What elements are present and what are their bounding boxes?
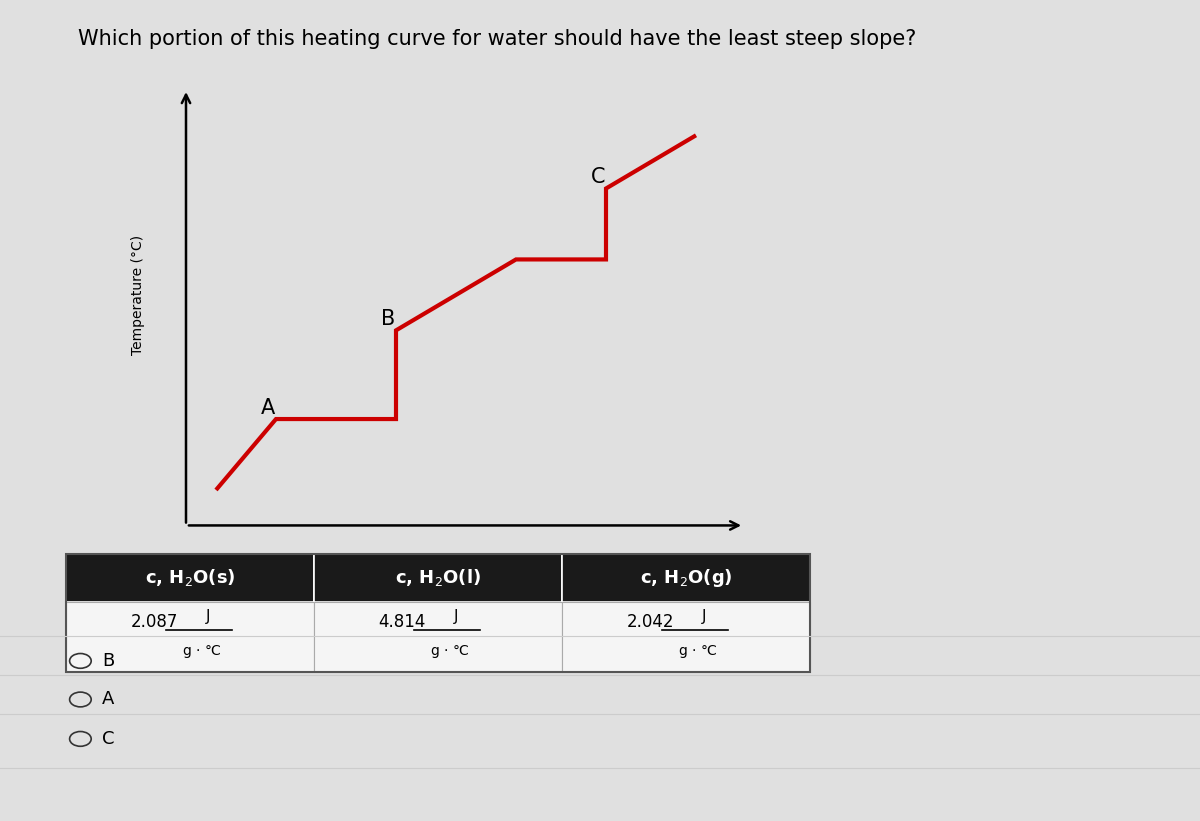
Text: Which portion of this heating curve for water should have the least steep slope?: Which portion of this heating curve for …	[78, 29, 917, 48]
Text: 4.814: 4.814	[379, 613, 426, 631]
Text: g $\cdot$ °C: g $\cdot$ °C	[430, 643, 470, 660]
Text: c, H$_2$O(g): c, H$_2$O(g)	[640, 567, 732, 589]
Text: A: A	[102, 690, 114, 709]
Text: 2.087: 2.087	[131, 613, 178, 631]
Text: J: J	[702, 608, 707, 624]
Text: 2.042: 2.042	[626, 613, 674, 631]
Text: J: J	[454, 608, 458, 624]
Text: Temperature (°C): Temperature (°C)	[131, 235, 145, 355]
Text: B: B	[382, 309, 395, 329]
Text: c, H$_2$O(s): c, H$_2$O(s)	[145, 567, 235, 589]
Text: A: A	[262, 397, 275, 418]
Text: C: C	[102, 730, 114, 748]
Text: c, H$_2$O(l): c, H$_2$O(l)	[395, 567, 481, 589]
Text: g $\cdot$ °C: g $\cdot$ °C	[182, 643, 222, 660]
Text: J: J	[205, 608, 210, 624]
Text: g $\cdot$ °C: g $\cdot$ °C	[678, 643, 718, 660]
Text: C: C	[592, 167, 606, 187]
Text: Heat added: Heat added	[424, 557, 512, 572]
Text: B: B	[102, 652, 114, 670]
